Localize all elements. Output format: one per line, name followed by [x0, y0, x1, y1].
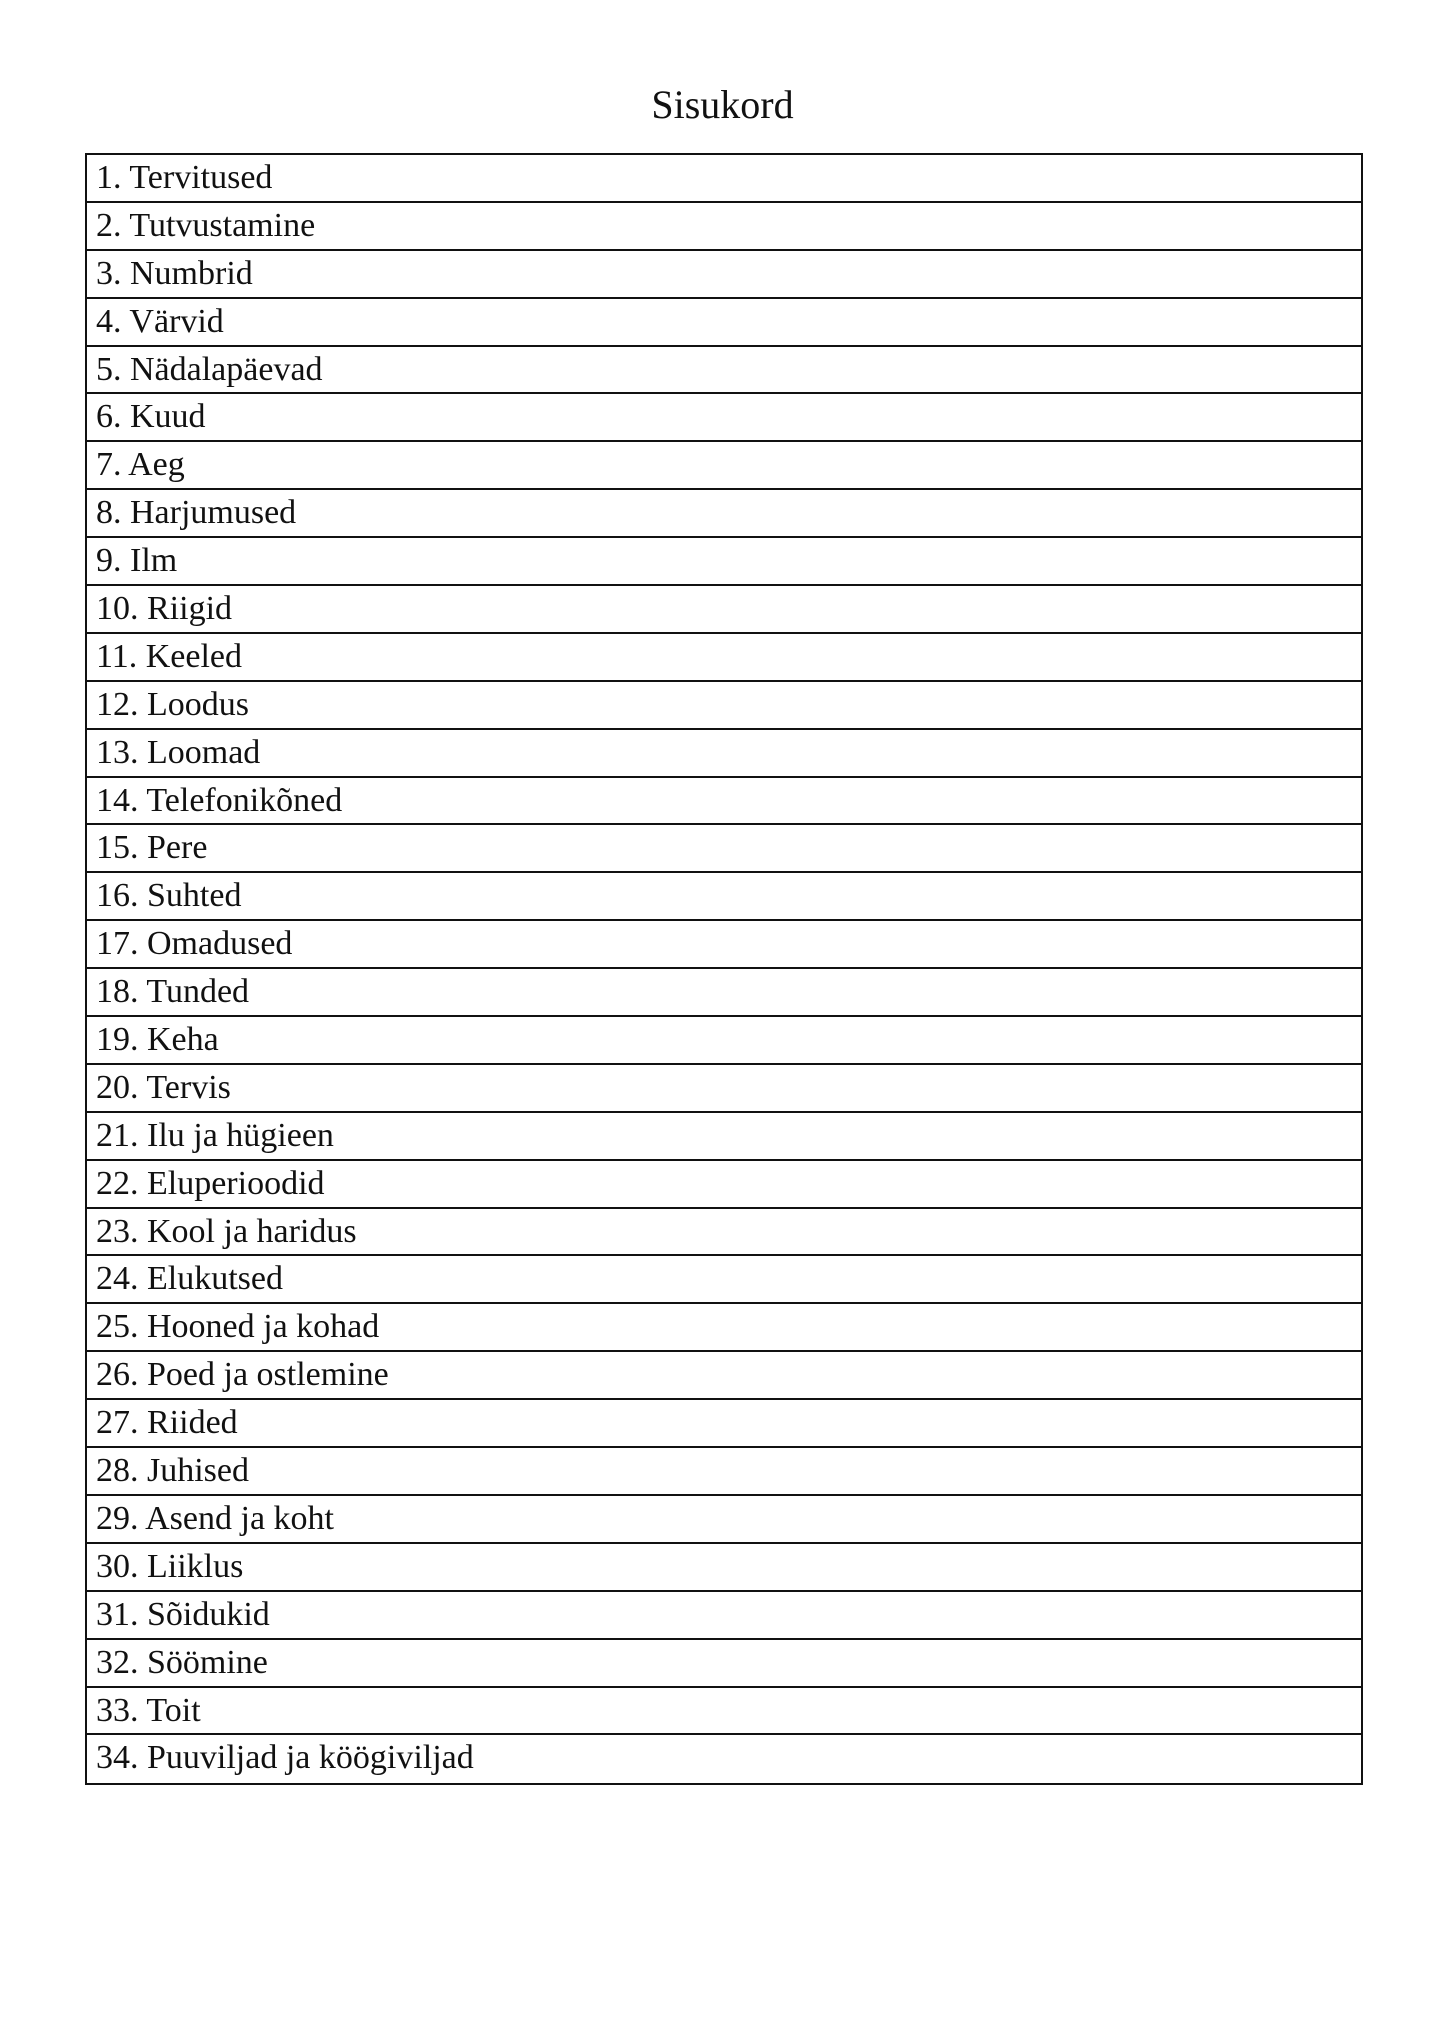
toc-entry[interactable]: 33. Toit [87, 1688, 1361, 1736]
toc-entry[interactable]: 11. Keeled [87, 634, 1361, 682]
toc-entry[interactable]: 30. Liiklus [87, 1544, 1361, 1592]
page-title: Sisukord [651, 82, 794, 127]
toc-entry[interactable]: 4. Värvid [87, 299, 1361, 347]
toc-entry[interactable]: 22. Eluperioodid [87, 1161, 1361, 1209]
toc-entry[interactable]: 27. Riided [87, 1400, 1361, 1449]
toc-entry[interactable]: 2. Tutvustamine [87, 203, 1361, 251]
toc-entry[interactable]: 15. Pere [87, 825, 1361, 874]
toc-entry[interactable]: 25. Hooned ja kohad [87, 1304, 1361, 1353]
toc-entry[interactable]: 3. Numbrid [87, 251, 1361, 299]
toc-entry[interactable]: 12. Loodus [87, 682, 1361, 730]
toc-entry[interactable]: 13. Loomad [87, 730, 1361, 778]
table-of-contents: 1. Tervitused 2. Tutvustamine 3. Numbrid 4.… [85, 153, 1363, 1786]
toc-entry[interactable]: 19. Keha [87, 1017, 1361, 1065]
toc-entry[interactable]: 17. Omadused [87, 921, 1361, 970]
toc-entry[interactable]: 16. Suhted [87, 873, 1361, 922]
toc-entry[interactable]: 6. Kuud [87, 394, 1361, 443]
toc-entry[interactable]: 23. Kool ja haridus [87, 1209, 1361, 1257]
toc-entry[interactable]: 31. Sõidukid [87, 1592, 1361, 1640]
toc-entry[interactable]: 21. Ilu ja hügieen [87, 1113, 1361, 1161]
toc-entry[interactable]: 18. Tunded [87, 969, 1361, 1018]
toc-entry[interactable]: 28. Juhised [87, 1448, 1361, 1496]
toc-entry[interactable]: 14. Telefonikõned [87, 778, 1361, 826]
toc-entry[interactable]: 9. Ilm [87, 538, 1361, 587]
toc-entry[interactable]: 5. Nädalapäevad [87, 347, 1361, 395]
toc-entry[interactable]: 24. Elukutsed [87, 1256, 1361, 1305]
toc-entry[interactable]: 8. Harjumused [87, 490, 1361, 539]
toc-entry[interactable]: 20. Tervis [87, 1065, 1361, 1113]
toc-entry[interactable]: 26. Poed ja ostlemine [87, 1352, 1361, 1401]
toc-entry[interactable]: 29. Asend ja koht [87, 1496, 1361, 1544]
toc-entry[interactable]: 32. Söömine [87, 1640, 1361, 1688]
toc-entry[interactable]: 1. Tervitused [87, 155, 1361, 203]
toc-entry[interactable]: 7. Aeg [87, 442, 1361, 491]
toc-entry[interactable]: 10. Riigid [87, 586, 1361, 634]
toc-entry[interactable]: 34. Puuviljad ja köögiviljad [96, 1739, 474, 1777]
